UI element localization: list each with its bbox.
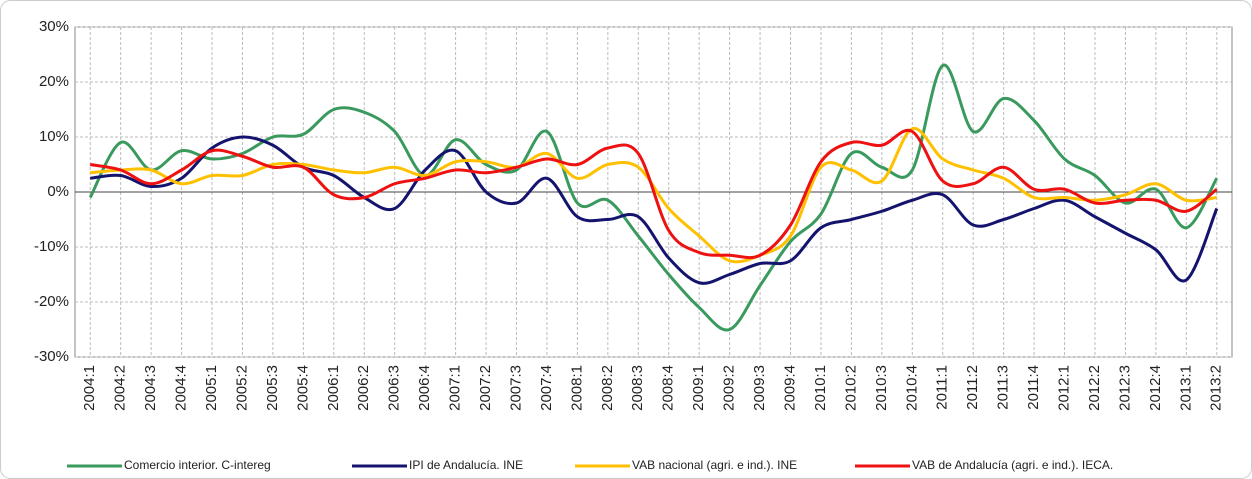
y-tick-label: -10%	[34, 238, 69, 255]
x-tick-label: 2006:2	[355, 365, 372, 411]
series-line	[88, 63, 1219, 332]
series-line	[89, 128, 1218, 260]
x-tick-label: 2007:2	[477, 365, 494, 411]
legend-label: Comercio interior. C-intereg	[124, 458, 271, 472]
x-tick-label: 2006:4	[416, 365, 433, 411]
y-tick-label: 10%	[39, 128, 69, 145]
x-tick-label: 2013:2	[1208, 365, 1225, 411]
x-tick-label: 2005:3	[264, 365, 281, 411]
x-tick-label: 2010:4	[903, 365, 920, 411]
x-tick-label: 2011:4	[1025, 365, 1042, 410]
x-tick-label: 2004:3	[142, 365, 159, 411]
series-line	[90, 127, 1217, 264]
x-tick-label: 2012:1	[1056, 365, 1073, 411]
x-tick-label: 2006:1	[325, 365, 342, 411]
x-tick-label: 2007:3	[507, 365, 524, 411]
x-tick-label: 2011:3	[995, 365, 1012, 410]
x-tick-label: 2010:1	[812, 365, 829, 411]
legend-label: VAB nacional (agri. e ind.). INE	[632, 458, 797, 472]
x-tick-label: 2005:2	[233, 365, 250, 411]
x-tick-label: 2007:1	[447, 365, 464, 411]
x-tick-label: 2008:1	[568, 365, 585, 411]
legend-label: IPI de Andalucía. INE	[409, 458, 523, 472]
series-line	[90, 135, 1219, 285]
x-tick-label: 2013:1	[1177, 365, 1194, 411]
x-tick-label: 2008:4	[660, 365, 677, 411]
x-tick-label: 2004:2	[112, 365, 129, 411]
x-tick-label: 2012:2	[1086, 365, 1103, 411]
x-tick-label: 2010:3	[873, 365, 890, 411]
x-tick-label: 2005:1	[203, 365, 220, 411]
x-tick-label: 2009:1	[690, 365, 707, 411]
x-tick-label: 2011:2	[964, 365, 981, 410]
y-tick-label: -30%	[34, 348, 69, 365]
x-tick-label: 2007:4	[538, 365, 555, 411]
y-tick-label: 20%	[39, 73, 69, 90]
y-tick-label: 30%	[39, 18, 69, 35]
x-tick-label: 2005:4	[294, 365, 311, 411]
x-tick-label: 2009:3	[751, 365, 768, 411]
x-tick-label: 2008:2	[599, 365, 616, 411]
x-tick-label: 2012:3	[1116, 365, 1133, 411]
y-tick-label: -20%	[34, 293, 69, 310]
legend-label: VAB de Andalucía (agri. e ind.). IECA.	[912, 458, 1113, 472]
x-tick-label: 2008:3	[629, 365, 646, 411]
x-tick-label: 2004:1	[81, 365, 98, 411]
x-tick-label: 2010:2	[842, 365, 859, 411]
x-tick-label: 2011:1	[934, 365, 951, 410]
x-tick-label: 2006:3	[386, 365, 403, 411]
x-tick-label: 2009:2	[721, 365, 738, 411]
x-tick-label: 2009:4	[781, 365, 798, 411]
y-tick-label: 0%	[47, 183, 69, 200]
x-tick-label: 2012:4	[1147, 365, 1164, 411]
x-tick-label: 2004:4	[173, 365, 190, 411]
